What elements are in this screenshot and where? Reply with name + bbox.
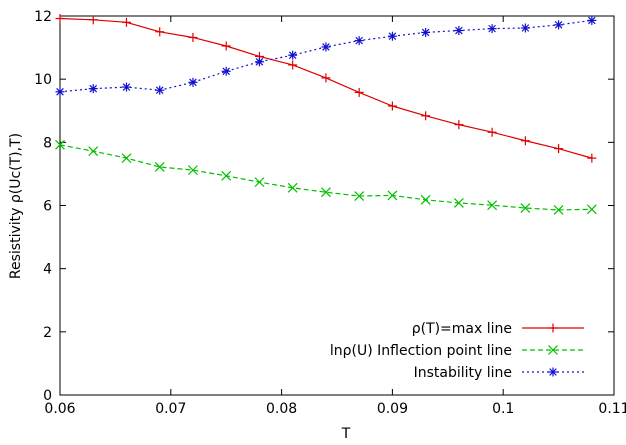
series-2-point (520, 203, 531, 213)
series-2-point (88, 146, 99, 157)
series-3-point (421, 27, 431, 37)
legend-marker (548, 345, 558, 355)
series-2-point (354, 191, 365, 201)
y-tick-label: 2 (43, 325, 52, 341)
series-3-point (520, 23, 530, 33)
series-2-point (287, 182, 298, 193)
x-tick-label: 0.11 (598, 401, 626, 417)
x-tick-label: 0.09 (377, 401, 408, 417)
series-2-point (154, 162, 165, 172)
legend-entry-2: lnρ(U) Inflection point line (330, 343, 584, 359)
series-3-point (121, 82, 131, 92)
series-3-point (55, 87, 65, 97)
series-2-point (586, 204, 597, 215)
legend: ρ(T)=max line lnρ(U) Inflection point lin… (330, 321, 584, 381)
series-2-point (55, 139, 65, 150)
series-3 (55, 15, 597, 97)
x-tick-label: 0.07 (155, 401, 186, 417)
legend-label: Instability line (414, 365, 512, 381)
x-axis-title: T (341, 426, 351, 442)
series-3-point (288, 50, 298, 60)
series-3-point (554, 20, 564, 30)
series-2-point (121, 153, 132, 164)
series-1-point (587, 153, 597, 163)
series-1-point (155, 27, 165, 37)
series-3-point (387, 31, 397, 41)
series-1-point (188, 32, 198, 42)
series-3-point (254, 57, 264, 67)
series-1-point (520, 136, 530, 146)
series-3-point (354, 36, 364, 46)
series-1-point (387, 101, 397, 111)
series-1-point (421, 111, 431, 121)
series-2-point (387, 190, 398, 201)
series-1-point (321, 73, 331, 83)
series-3-point (587, 15, 597, 25)
axes: 0.06 0.07 0.08 0.09 0.1 0.11 0 2 4 6 8 10 12 (34, 9, 626, 417)
y-axis-title: Resistivity ρ(Uc(T),T) (8, 133, 24, 279)
series-3-point (155, 85, 165, 95)
x-tick-label: 0.08 (266, 401, 297, 417)
series-1-point (221, 41, 231, 51)
series-2-point (553, 204, 564, 215)
series-1-point (554, 144, 564, 154)
y-tick-label: 12 (34, 9, 52, 25)
x-tick-label: 0.06 (44, 401, 75, 417)
legend-entry-3: Instability line (414, 365, 584, 381)
series-2-point (320, 187, 331, 198)
series-1-point (88, 15, 98, 25)
series-1-point (55, 14, 65, 24)
series-2-point (254, 177, 265, 188)
series-1-point (454, 120, 464, 130)
series-3-point (221, 66, 231, 76)
legend-label: ρ(T)=max line (412, 321, 512, 337)
series-2-point (188, 165, 198, 176)
series-1-point (487, 127, 497, 137)
series-1-point (354, 87, 364, 97)
plot-frame (59, 15, 615, 396)
x-tick-label: 0.1 (492, 401, 514, 417)
series-2-point (221, 170, 232, 181)
series-3-point (321, 42, 331, 52)
series-3-point (487, 24, 497, 34)
series-2-line (59, 144, 592, 211)
series-1-point (288, 60, 298, 70)
series-1-point (121, 17, 131, 27)
legend-marker (548, 323, 558, 333)
series-1 (55, 14, 597, 163)
series-3-point (454, 26, 464, 36)
series-3-point (188, 77, 198, 87)
y-tick-label: 6 (43, 199, 52, 215)
y-tick-label: 8 (43, 135, 52, 151)
series-group (55, 14, 597, 215)
y-tick-label: 4 (43, 262, 52, 278)
series-2-point (420, 194, 431, 205)
series-3-point (88, 84, 98, 94)
legend-entry-1: ρ(T)=max line (412, 321, 584, 337)
legend-label: lnρ(U) Inflection point line (330, 343, 512, 359)
series-2-point (453, 198, 464, 208)
y-tick-label: 0 (43, 388, 52, 404)
y-tick-label: 10 (34, 72, 52, 88)
series-2 (55, 139, 597, 215)
legend-marker (548, 367, 558, 377)
series-2-point (487, 200, 498, 211)
